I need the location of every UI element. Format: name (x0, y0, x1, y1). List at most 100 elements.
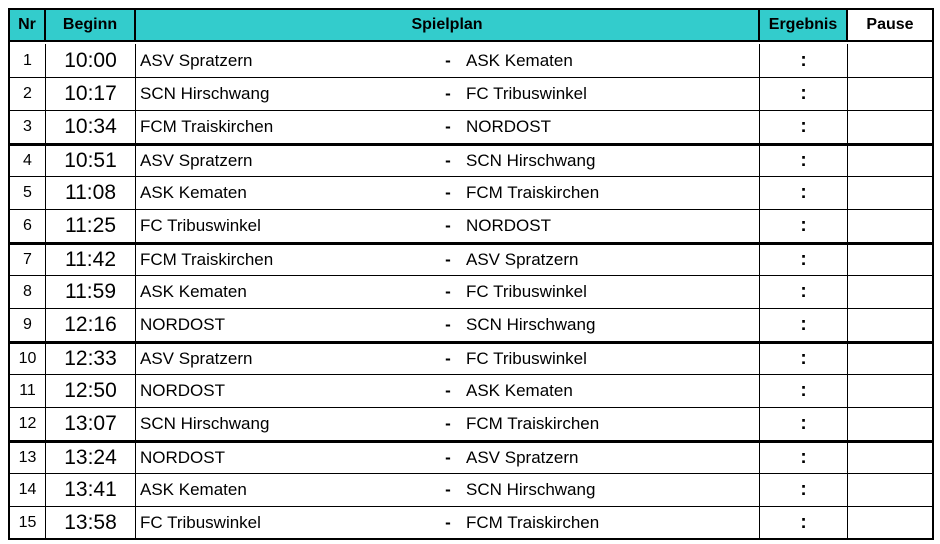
game-home-team: NORDOST (140, 315, 225, 334)
header-row: Nr Beginn Spielplan Ergebnis Pause (10, 10, 932, 42)
game-dash: - (445, 349, 451, 368)
game-dash: - (445, 84, 451, 103)
game-dash: - (445, 250, 451, 269)
game-result: : (760, 44, 848, 77)
game-away-team: FCM Traiskirchen (460, 408, 760, 440)
game-pause (848, 474, 932, 506)
game-result: : (760, 78, 848, 110)
table-row: 12 13:07 SCN Hirschwang - FCM Traiskirchen: (10, 407, 932, 440)
game-nr: 1 (10, 44, 46, 77)
game-time: 11:25 (46, 210, 136, 242)
game-away-team: FC Tribuswinkel (460, 78, 760, 110)
game-dash: - (445, 480, 451, 499)
game-home-team: NORDOST (140, 448, 225, 467)
game-nr: 9 (10, 309, 46, 341)
game-pause (848, 276, 932, 308)
game-home-team: ASK Kematen (140, 183, 247, 202)
table-row: 4 10:51 ASV Spratzern - SCN Hirschwang: (10, 143, 932, 176)
game-result: : (760, 443, 848, 473)
game-pause (848, 443, 932, 473)
game-away-team: NORDOST (460, 111, 760, 143)
table-row: 15 13:58 FC Tribuswinkel - FCM Traiskirchen: (10, 506, 932, 539)
game-home-team: ASV Spratzern (140, 151, 253, 170)
game-time: 13:24 (46, 443, 136, 473)
game-dash: - (445, 216, 451, 235)
game-away-team: SCN Hirschwang (460, 146, 760, 176)
game-time: 12:16 (46, 309, 136, 341)
game-dash: - (445, 513, 451, 532)
game-result: : (760, 408, 848, 440)
header-spielplan: Spielplan (136, 10, 760, 40)
game-dash: - (445, 381, 451, 400)
game-home-team: FC Tribuswinkel (140, 216, 261, 235)
game-time: 13:41 (46, 474, 136, 506)
game-pause (848, 78, 932, 110)
game-nr: 6 (10, 210, 46, 242)
game-dash: - (445, 282, 451, 301)
game-pause (848, 344, 932, 374)
game-nr: 14 (10, 474, 46, 506)
game-time: 10:00 (46, 44, 136, 77)
table-row: 9 12:16 NORDOST - SCN Hirschwang: (10, 308, 932, 341)
game-away-team: FCM Traiskirchen (460, 507, 760, 539)
game-away-team: ASV Spratzern (460, 443, 760, 473)
game-result: : (760, 375, 848, 407)
game-result: : (760, 146, 848, 176)
game-nr: 12 (10, 408, 46, 440)
table-row: 3 10:34 FCM Traiskirchen - NORDOST: (10, 110, 932, 143)
game-pause (848, 375, 932, 407)
game-result: : (760, 309, 848, 341)
game-time: 12:33 (46, 344, 136, 374)
header-nr: Nr (10, 10, 46, 40)
header-beginn: Beginn (46, 10, 136, 40)
game-pause (848, 111, 932, 143)
game-dash: - (445, 117, 451, 136)
game-dash: - (445, 414, 451, 433)
game-away-team: ASK Kematen (460, 375, 760, 407)
table-row: 5 11:08 ASK Kematen - FCM Traiskirchen: (10, 176, 932, 209)
game-time: 13:07 (46, 408, 136, 440)
game-pause (848, 44, 932, 77)
game-time: 11:08 (46, 177, 136, 209)
game-pause (848, 210, 932, 242)
game-result: : (760, 276, 848, 308)
game-result: : (760, 177, 848, 209)
game-result: : (760, 111, 848, 143)
header-ergebnis: Ergebnis (760, 10, 848, 40)
header-pause: Pause (848, 10, 932, 40)
game-time: 11:42 (46, 245, 136, 275)
game-nr: 8 (10, 276, 46, 308)
game-time: 10:51 (46, 146, 136, 176)
game-away-team: FC Tribuswinkel (460, 276, 760, 308)
game-nr: 4 (10, 146, 46, 176)
table-row: 8 11:59 ASK Kematen - FC Tribuswinkel: (10, 275, 932, 308)
game-time: 10:17 (46, 78, 136, 110)
game-time: 12:50 (46, 375, 136, 407)
game-home-team: SCN Hirschwang (140, 414, 270, 433)
game-away-team: NORDOST (460, 210, 760, 242)
table-row: 14 13:41 ASK Kematen - SCN Hirschwang: (10, 473, 932, 506)
table-row: 2 10:17 SCN Hirschwang - FC Tribuswinkel: (10, 77, 932, 110)
game-home-team: FCM Traiskirchen (140, 117, 274, 136)
game-nr: 7 (10, 245, 46, 275)
table-row: 1 10:00 ASV Spratzern - ASK Kematen: (10, 44, 932, 77)
game-nr: 2 (10, 78, 46, 110)
game-pause (848, 507, 932, 539)
game-pause (848, 309, 932, 341)
game-time: 13:58 (46, 507, 136, 539)
table-row: 13 13:24 NORDOST - ASV Spratzern: (10, 440, 932, 473)
game-dash: - (445, 315, 451, 334)
game-away-team: SCN Hirschwang (460, 474, 760, 506)
game-nr: 11 (10, 375, 46, 407)
game-nr: 10 (10, 344, 46, 374)
schedule-table: Nr Beginn Spielplan Ergebnis Pause 1 10:0… (8, 8, 934, 540)
game-home-team: ASK Kematen (140, 282, 247, 301)
game-away-team: FC Tribuswinkel (460, 344, 760, 374)
game-home-team: FCM Traiskirchen (140, 250, 274, 269)
game-home-team: FC Tribuswinkel (140, 513, 261, 532)
game-away-team: ASK Kematen (460, 44, 760, 77)
game-dash: - (445, 50, 451, 70)
game-result: : (760, 245, 848, 275)
game-away-team: SCN Hirschwang (460, 309, 760, 341)
game-nr: 13 (10, 443, 46, 473)
